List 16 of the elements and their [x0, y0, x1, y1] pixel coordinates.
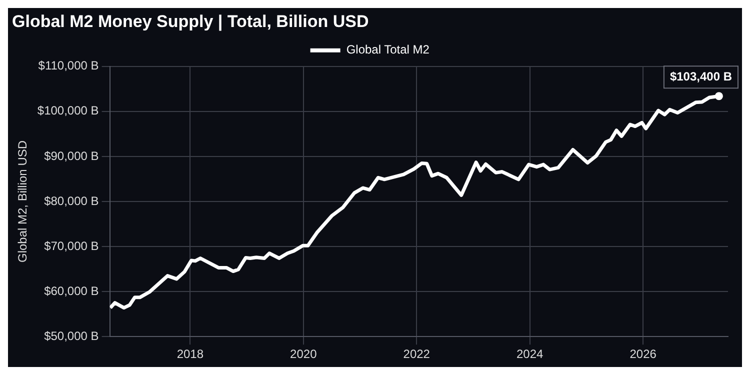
y-tick-label: $50,000 B [44, 328, 99, 343]
annotation: $103,400 B [670, 69, 732, 84]
y-tick-label: $100,000 B [37, 104, 99, 118]
y-tick-label: $90,000 B [44, 148, 99, 163]
x-tick-label: 2020 [290, 347, 318, 362]
y-tick-label: $110,000 B [38, 58, 99, 73]
y-tick-label: $70,000 B [44, 238, 99, 253]
y-tick-label: $60,000 B [44, 284, 99, 298]
x-tick-label: 2026 [630, 347, 657, 362]
x-tick-label: 2022 [403, 347, 430, 362]
x-tick-label: 2024 [516, 347, 544, 362]
legend-label: Global Total M2 [346, 42, 430, 57]
y-tick-label: $80,000 B [44, 194, 99, 208]
y-axis-title: Global M2, Billion USD [16, 140, 30, 263]
x-tick-label: 2018 [176, 347, 204, 362]
chart-title: Global M2 Money Supply | Total, Billion USD [12, 12, 369, 31]
